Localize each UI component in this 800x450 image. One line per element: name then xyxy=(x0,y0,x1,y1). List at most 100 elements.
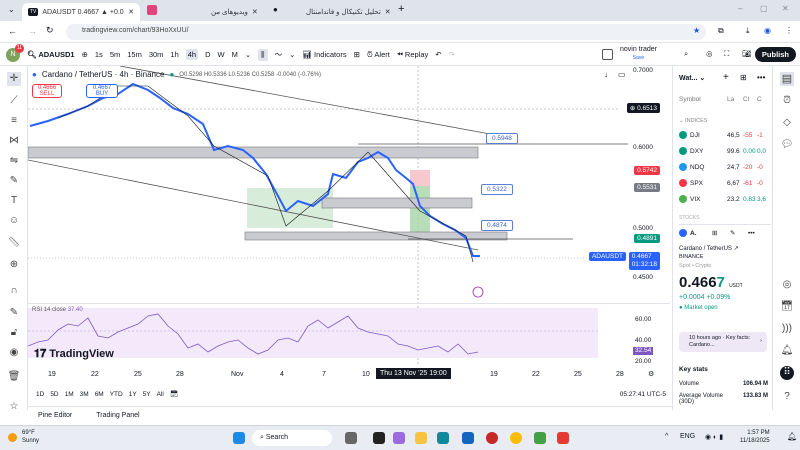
section-indices[interactable]: ⌄ INDICES xyxy=(679,118,708,124)
file-explorer-icon[interactable] xyxy=(415,432,427,444)
interval-4h[interactable]: 4h xyxy=(185,49,199,60)
back-icon[interactable]: ← xyxy=(8,26,17,36)
edge-icon[interactable] xyxy=(437,432,449,444)
alert-button[interactable]: ⏰︎ Alert xyxy=(367,50,390,60)
range-6m[interactable]: 6M xyxy=(94,390,104,398)
network-volume-battery-icon[interactable]: ◉ ◐ ▮ xyxy=(705,434,724,441)
chat-icon[interactable]: 💬︎ xyxy=(780,139,794,150)
grid-icon[interactable]: ⊞ xyxy=(712,230,718,237)
pattern-icon[interactable]: ⋈ xyxy=(9,135,19,146)
indicators-button[interactable]: 📊︎ Indicators xyxy=(302,50,346,59)
replay-button[interactable]: ⏪︎ Replay xyxy=(397,50,428,60)
add-alert-icon[interactable]: ⊕ xyxy=(629,105,638,112)
url-input[interactable]: tradingview.com/chart/93HoXxUU/ xyxy=(66,24,706,40)
publish-button[interactable]: Publish xyxy=(754,47,796,62)
close-icon[interactable]: ✕ xyxy=(384,9,391,16)
scroll-down-icon[interactable]: ↓ xyxy=(604,70,608,79)
task-view-icon[interactable] xyxy=(373,432,385,444)
zoom-in-icon[interactable]: ⊕ xyxy=(9,259,19,270)
column-change[interactable]: Cl xyxy=(743,95,750,103)
new-tab-icon[interactable]: + xyxy=(398,3,405,15)
watchlist-icon[interactable]: ▤ xyxy=(780,72,794,86)
trend-line-icon[interactable]: ⟋ xyxy=(10,95,18,106)
interval-d[interactable]: D xyxy=(205,50,211,59)
snapshot-icon[interactable]: 📷︎ xyxy=(742,49,752,58)
app-p-icon[interactable] xyxy=(486,432,498,444)
profile-icon[interactable]: ◉ xyxy=(764,26,771,35)
tab-pine-editor[interactable]: Pine Editor xyxy=(38,412,73,419)
lock-icon[interactable]: 🔓︎ xyxy=(10,327,18,338)
watchlist-row[interactable]: VIX 23.2 0.83 3.6 xyxy=(679,192,771,206)
emoji-icon[interactable]: ☺ xyxy=(8,215,20,226)
templates-icon[interactable]: ⊞ xyxy=(353,50,360,59)
interval-5m[interactable]: 5m xyxy=(109,50,121,59)
redo-icon[interactable]: ↷ xyxy=(448,50,455,59)
watchlist-row[interactable]: DXY 99.6 0.00 0.0 xyxy=(679,144,771,158)
minimize-icon[interactable]: – xyxy=(738,4,743,13)
symbol-title[interactable]: Cardano / TetherUS · 4h · Binance xyxy=(41,70,165,79)
interval-m[interactable]: M xyxy=(231,50,238,59)
maximize-icon[interactable]: ▢ xyxy=(760,4,768,13)
section-stocks[interactable]: STOCKS xyxy=(679,211,771,225)
broadcast-icon[interactable]: ))) xyxy=(782,323,792,334)
close-window-icon[interactable]: ✕ xyxy=(782,4,789,13)
column-change-pct[interactable]: C xyxy=(757,95,762,103)
chart-pane[interactable]: ● Cardano / TetherUS · 4h · Binance ● O0… xyxy=(28,66,670,366)
range-1m[interactable]: 1M xyxy=(64,390,74,398)
add-symbol-icon[interactable]: + xyxy=(723,72,729,83)
axis-settings-icon[interactable]: ⚙ xyxy=(648,371,655,378)
favorites-star-icon[interactable]: ☆ xyxy=(9,401,19,412)
range-5d[interactable]: 5D xyxy=(50,390,59,398)
fullscreen-icon[interactable]: ⛶ xyxy=(724,49,730,58)
tab-trading-panel[interactable]: Trading Panel xyxy=(96,412,140,419)
interval-30m[interactable]: 30m xyxy=(148,50,164,59)
layout-checkbox[interactable] xyxy=(602,49,613,60)
calendar-icon[interactable]: 📅︎ xyxy=(780,301,794,312)
tab-list-icon[interactable]: ⌄ xyxy=(8,5,15,14)
column-last[interactable]: La xyxy=(727,95,735,103)
layout-name-button[interactable]: novin trader Save xyxy=(620,46,657,62)
menu-icon[interactable]: ⋮ xyxy=(785,26,793,35)
advanced-view-icon[interactable]: ⊞ xyxy=(740,73,747,82)
text-icon[interactable]: T xyxy=(10,195,18,206)
quick-search-icon[interactable]: ⌕ xyxy=(684,49,689,58)
weather-widget[interactable]: 69°F Sunny xyxy=(22,429,39,445)
trash-icon[interactable]: 🗑︎ xyxy=(7,371,21,382)
sell-button[interactable]: 0.4666 SELL xyxy=(32,84,62,98)
maximize-pane-icon[interactable]: ▭ xyxy=(618,70,626,79)
range-1y[interactable]: 1Y xyxy=(128,390,137,398)
projection-icon[interactable]: ⇋ xyxy=(9,155,19,166)
close-icon[interactable]: ✕ xyxy=(251,9,258,16)
copilot-icon[interactable] xyxy=(393,432,405,444)
news-card[interactable]: 10 hours ago · Key facts: Cardano... › xyxy=(679,332,767,352)
apps-grid-icon[interactable]: ⠿ xyxy=(780,366,794,380)
crosshair-icon[interactable]: ✛ xyxy=(7,72,21,86)
price-callout[interactable]: 0.4874 xyxy=(481,220,513,231)
range-1d[interactable]: 1D xyxy=(36,390,45,398)
capcut-icon[interactable] xyxy=(345,432,357,444)
bookmark-star-icon[interactable]: ★ xyxy=(693,26,701,35)
store-icon[interactable] xyxy=(462,432,474,444)
candles-icon[interactable]: ⫼ xyxy=(258,48,268,61)
edit-note-icon[interactable]: ✎ xyxy=(730,230,736,237)
taskbar-clock[interactable]: 1:57 PM 11/18/2025 xyxy=(740,429,770,445)
tray-chevron-icon[interactable]: ^ xyxy=(665,433,669,440)
interval-dropdown-icon[interactable]: ⌄ xyxy=(244,50,252,59)
price-callout[interactable]: 0.5948 xyxy=(486,133,518,144)
close-icon[interactable]: ✕ xyxy=(128,9,134,16)
brush-icon[interactable]: ✎ xyxy=(9,175,19,186)
range-ytd[interactable]: YTD xyxy=(109,390,123,398)
watchlist-row[interactable]: SPX 6,67 -61 -0 xyxy=(679,176,771,190)
camtasia-green-icon[interactable] xyxy=(534,432,546,444)
notifications-icon[interactable]: 🔔︎ xyxy=(780,345,794,356)
more-icon[interactable]: ••• xyxy=(748,229,755,237)
alarm-icon[interactable]: ⏰︎ xyxy=(783,95,791,106)
chart-type-dropdown-icon[interactable]: ⌄ xyxy=(289,50,296,59)
buy-button[interactable]: 0.4667 BUY xyxy=(86,84,118,98)
goto-date-icon[interactable]: 📅︎ xyxy=(169,391,179,398)
range-5y[interactable]: 5Y xyxy=(142,390,151,398)
rsi-pane[interactable]: RSI 14 close 37.40 𝟏𝟕 TradingView 60.00 4… xyxy=(28,303,670,365)
forward-icon[interactable]: → xyxy=(28,26,37,36)
time-axis[interactable]: 19 22 25 28 Nov 4 7 10 Thu 13 Nov '25 19… xyxy=(28,367,670,383)
lock-drawings-icon[interactable]: ✎ xyxy=(9,307,19,318)
